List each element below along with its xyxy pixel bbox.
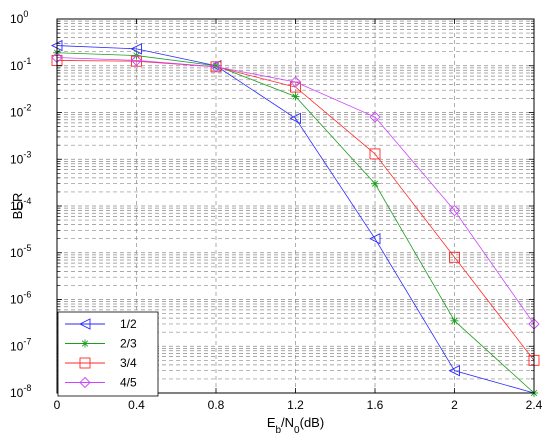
x-tick-label: 1.6: [367, 398, 384, 412]
x-tick-label: 1.2: [287, 398, 304, 412]
marker-star-stroke: [451, 317, 458, 324]
series-line: [56, 45, 535, 394]
marker-star: [291, 92, 300, 101]
legend-label: 1/2: [120, 317, 137, 331]
series-group: [50, 39, 540, 397]
axis-ticks: 0 0.4 0.8 1.2 1.6 2 2.4 100 10-1 10-2 10-3 10-4 10-5…: [10, 9, 543, 412]
y-axis-label: BER: [10, 193, 25, 220]
x-tick-label: 0.4: [128, 398, 145, 412]
legend-label: 2/3: [120, 337, 137, 351]
y-tick-label: 10-4: [10, 196, 31, 213]
marker-triangle-left: [289, 112, 301, 125]
marker-star: [81, 339, 89, 348]
legend-entry: 4/5: [65, 376, 137, 390]
y-tick-label: 10-8: [10, 383, 31, 400]
marker-triangle-left: [448, 364, 460, 377]
x-tick-label: 0.8: [208, 398, 225, 412]
marker-square: [369, 148, 381, 160]
marker-square: [449, 251, 460, 263]
marker-diamond: [289, 76, 302, 88]
y-tick-label: 10-6: [10, 290, 31, 307]
legend-label: 3/4: [120, 356, 137, 370]
x-tick-label: 2: [451, 398, 458, 412]
marker-diamond: [210, 61, 222, 73]
y-tick-label: 10-2: [10, 103, 31, 120]
y-tick-label: 10-1: [10, 56, 31, 73]
series-line: [56, 57, 535, 325]
marker-star: [450, 316, 459, 325]
y-tick-label: 10-7: [10, 336, 31, 353]
marker-square: [79, 357, 91, 369]
marker-star-stroke: [292, 93, 299, 100]
legend-entry: 2/3: [65, 337, 137, 351]
y-tick-label: 100: [10, 9, 28, 26]
marker-star-stroke: [371, 180, 379, 187]
series-4-5: [51, 51, 540, 330]
marker-diamond: [130, 54, 143, 67]
y-tick-label: 10-5: [10, 243, 31, 260]
x-axis-label: Eb/N0(dB): [267, 415, 324, 436]
legend-label: 4/5: [120, 376, 137, 390]
marker-triangle-left: [368, 232, 381, 245]
marker-diamond: [369, 111, 381, 123]
marker-triangle-left: [78, 318, 91, 330]
x-tick-label: 0: [54, 398, 61, 412]
marker-diamond: [79, 376, 91, 389]
marker-star-stroke: [81, 340, 89, 347]
legend-entry: 3/4: [65, 356, 137, 370]
legend-box: [57, 311, 159, 397]
x-tick-label: 2.4: [526, 398, 543, 412]
marker-diamond: [448, 204, 461, 217]
legend: 1/2 2/3 3/4 4/5: [57, 311, 159, 397]
marker-triangle-left: [130, 43, 142, 55]
legend-entry: 1/2: [65, 317, 137, 331]
y-tick-label: 10-3: [10, 149, 31, 166]
marker-star: [371, 179, 379, 188]
